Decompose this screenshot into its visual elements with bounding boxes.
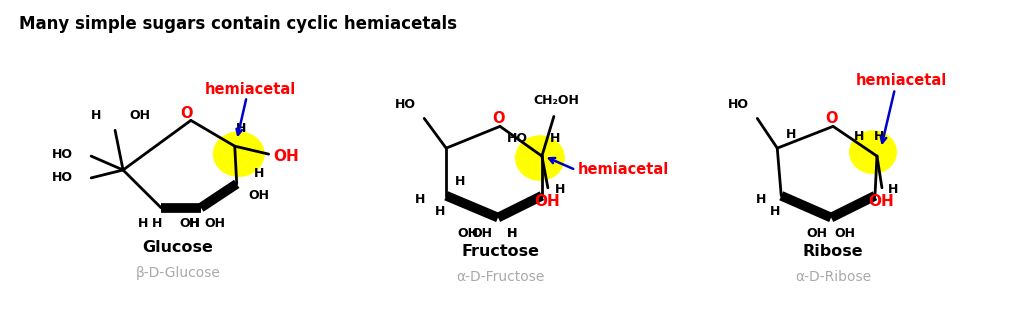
Text: OH: OH xyxy=(472,227,493,240)
Text: H: H xyxy=(874,130,884,143)
Text: hemiacetal: hemiacetal xyxy=(855,73,946,88)
Ellipse shape xyxy=(213,131,265,177)
Text: H: H xyxy=(549,132,561,145)
Text: H: H xyxy=(888,183,898,196)
Text: OH: OH xyxy=(534,194,560,209)
Text: Glucose: Glucose xyxy=(142,240,213,255)
Text: H: H xyxy=(507,227,517,240)
Text: Fructose: Fructose xyxy=(461,244,539,259)
Text: OH: OH xyxy=(204,217,225,230)
Text: OH: OH xyxy=(274,149,300,164)
Text: H: H xyxy=(507,227,517,240)
Text: H: H xyxy=(91,109,101,122)
Text: OH: OH xyxy=(179,217,200,230)
Text: α-D-Fructose: α-D-Fructose xyxy=(456,270,544,284)
Text: HO: HO xyxy=(395,98,416,111)
Text: O: O xyxy=(825,111,837,126)
Text: HO: HO xyxy=(53,148,73,161)
Text: H: H xyxy=(235,122,245,135)
Text: α-D-Ribose: α-D-Ribose xyxy=(795,270,872,284)
Text: OH: OH xyxy=(868,194,894,209)
Text: OH: OH xyxy=(129,109,150,122)
Text: O: O xyxy=(181,106,193,121)
Text: H: H xyxy=(415,193,425,206)
Text: H: H xyxy=(853,130,865,143)
Text: hemiacetal: hemiacetal xyxy=(578,163,669,177)
Text: hemiacetal: hemiacetal xyxy=(205,82,296,97)
Text: Many simple sugars contain cyclic hemiacetals: Many simple sugars contain cyclic hemiac… xyxy=(19,15,458,33)
Text: H: H xyxy=(454,175,466,188)
Text: H: H xyxy=(786,128,797,141)
Text: OH: OH xyxy=(807,227,827,240)
Text: H: H xyxy=(254,167,264,180)
Text: HO: HO xyxy=(507,132,528,145)
Text: CH₂OH: CH₂OH xyxy=(533,94,579,107)
Text: H: H xyxy=(137,217,148,230)
Text: Ribose: Ribose xyxy=(803,244,864,259)
Text: H: H xyxy=(756,193,767,206)
Text: O: O xyxy=(492,111,504,126)
Text: OH: OH xyxy=(834,227,855,240)
Ellipse shape xyxy=(849,130,897,174)
Text: H: H xyxy=(189,217,199,230)
Text: H: H xyxy=(554,183,565,196)
Text: H: H xyxy=(152,217,163,230)
Text: OH: OH xyxy=(458,227,478,240)
Text: β-D-Glucose: β-D-Glucose xyxy=(135,266,220,280)
Text: HO: HO xyxy=(53,171,73,184)
Text: H: H xyxy=(770,205,781,218)
Ellipse shape xyxy=(515,135,565,181)
Text: HO: HO xyxy=(728,98,749,111)
Text: OH: OH xyxy=(248,189,270,202)
Text: H: H xyxy=(435,205,445,218)
